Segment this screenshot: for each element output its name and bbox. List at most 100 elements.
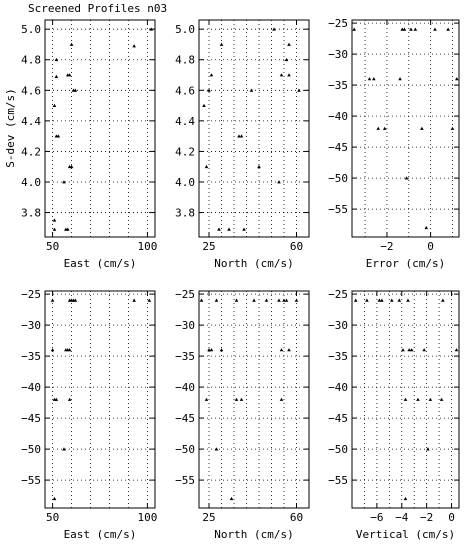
plot-frame: [351, 19, 460, 238]
x-tick-label: 25: [202, 240, 215, 253]
panel-6: −55 −50 −45 −40 −35 −30 −25 −6 −4 −2 0 Vertical (cm…: [328, 288, 460, 541]
plot-frame: [44, 290, 156, 509]
data-point: [279, 348, 284, 352]
y-tick-label: −25: [175, 288, 195, 301]
panel-5: −55 −50 −45 −40 −35 −30 −25 25 60 North (cm/s): [175, 288, 310, 541]
data-point: [433, 27, 437, 31]
data-point: [67, 348, 72, 352]
data-point: [69, 42, 74, 46]
panel-3: −55 −50 −45 −40 −35 −30 −25 −2 0 Error (cm/s): [328, 17, 460, 270]
data-point: [402, 27, 407, 31]
data-point: [73, 298, 78, 302]
data-point: [67, 73, 72, 77]
y-tick-label: −45: [175, 412, 195, 425]
y-tick-label: −55: [21, 474, 41, 487]
data-point: [214, 447, 219, 451]
data-point: [277, 180, 281, 184]
data-point: [54, 397, 59, 401]
y-tick-label: −45: [328, 141, 348, 154]
data-point: [219, 348, 224, 352]
y-tick-label: 4.8: [21, 54, 41, 67]
data-point: [403, 496, 408, 501]
data-point: [454, 348, 459, 352]
data-point: [409, 348, 414, 352]
data-point: [380, 298, 384, 302]
y-tick-label: 5.0: [175, 23, 195, 36]
data-point: [234, 298, 239, 302]
data-point: [279, 397, 284, 401]
data-point: [450, 126, 455, 130]
data-point: [367, 77, 372, 81]
x-tick-label: −2: [420, 511, 433, 524]
x-tick-label: 100: [137, 240, 157, 253]
data-point: [239, 397, 244, 401]
data-point: [202, 103, 206, 107]
y-tick-label: −25: [328, 288, 348, 301]
x-tick-label: −6: [370, 511, 383, 524]
y-tick-label: −40: [175, 381, 195, 394]
x-tick-label: 100: [137, 511, 157, 524]
x-axis-label: East (cm/s): [64, 257, 137, 270]
data-point: [284, 57, 289, 62]
data-point: [272, 27, 276, 31]
y-tick-label: 4.0: [21, 176, 41, 189]
data-point: [149, 27, 154, 31]
y-tick-label: −25: [328, 17, 348, 30]
y-tick-label: −50: [21, 443, 41, 456]
y-tick-label: 4.0: [175, 176, 195, 189]
y-tick-label: −25: [21, 288, 41, 301]
y-tick-label: −30: [328, 319, 348, 332]
data-point: [297, 88, 301, 92]
data-point: [282, 298, 286, 302]
data-point: [234, 397, 239, 401]
y-tick-label: −55: [328, 203, 348, 216]
y-tick-label: 4.8: [175, 54, 195, 67]
data-point: [52, 496, 57, 501]
data-point: [372, 77, 376, 81]
data-point: [403, 397, 408, 401]
y-tick-label: 4.6: [175, 84, 195, 97]
data-point: [401, 348, 405, 352]
data-point: [132, 298, 136, 302]
data-point: [420, 126, 424, 130]
data-point: [207, 88, 211, 92]
data-point: [365, 298, 369, 302]
data-point: [398, 77, 402, 81]
data-point: [409, 27, 413, 31]
data-point: [455, 77, 459, 81]
data-point: [204, 397, 209, 401]
y-tick-label: −50: [328, 443, 348, 456]
data-point: [209, 73, 214, 77]
y-tick-label: −45: [328, 412, 348, 425]
plot-frame: [198, 19, 310, 238]
x-tick-label: 50: [46, 511, 59, 524]
x-tick-label: 0: [448, 511, 455, 524]
data-point: [54, 74, 59, 78]
data-point: [50, 348, 55, 352]
data-point: [404, 176, 409, 180]
plot-frame: [198, 290, 310, 509]
y-tick-label: 4.4: [21, 115, 41, 128]
data-point: [65, 227, 70, 231]
data-point: [209, 348, 214, 352]
data-point: [352, 27, 356, 31]
data-point: [199, 298, 204, 302]
y-tick-label: −30: [328, 48, 348, 61]
data-point: [52, 227, 57, 231]
data-point: [62, 180, 66, 184]
data-point: [279, 73, 284, 77]
data-point: [416, 397, 420, 401]
data-point: [439, 397, 444, 401]
panel-2: 3.8 4.0 4.2 4.4 4.6 4.8 5.0 25 60 North (cm/s): [175, 19, 310, 270]
y-tick-label: −40: [328, 110, 348, 123]
data-point: [377, 298, 382, 302]
data-point: [147, 298, 152, 302]
y-tick-label: 5.0: [21, 23, 41, 36]
data-point: [426, 447, 430, 451]
data-point: [227, 227, 231, 231]
y-tick-label: −55: [175, 474, 195, 487]
y-tick-label: 3.8: [175, 207, 195, 220]
data-point: [50, 298, 55, 302]
